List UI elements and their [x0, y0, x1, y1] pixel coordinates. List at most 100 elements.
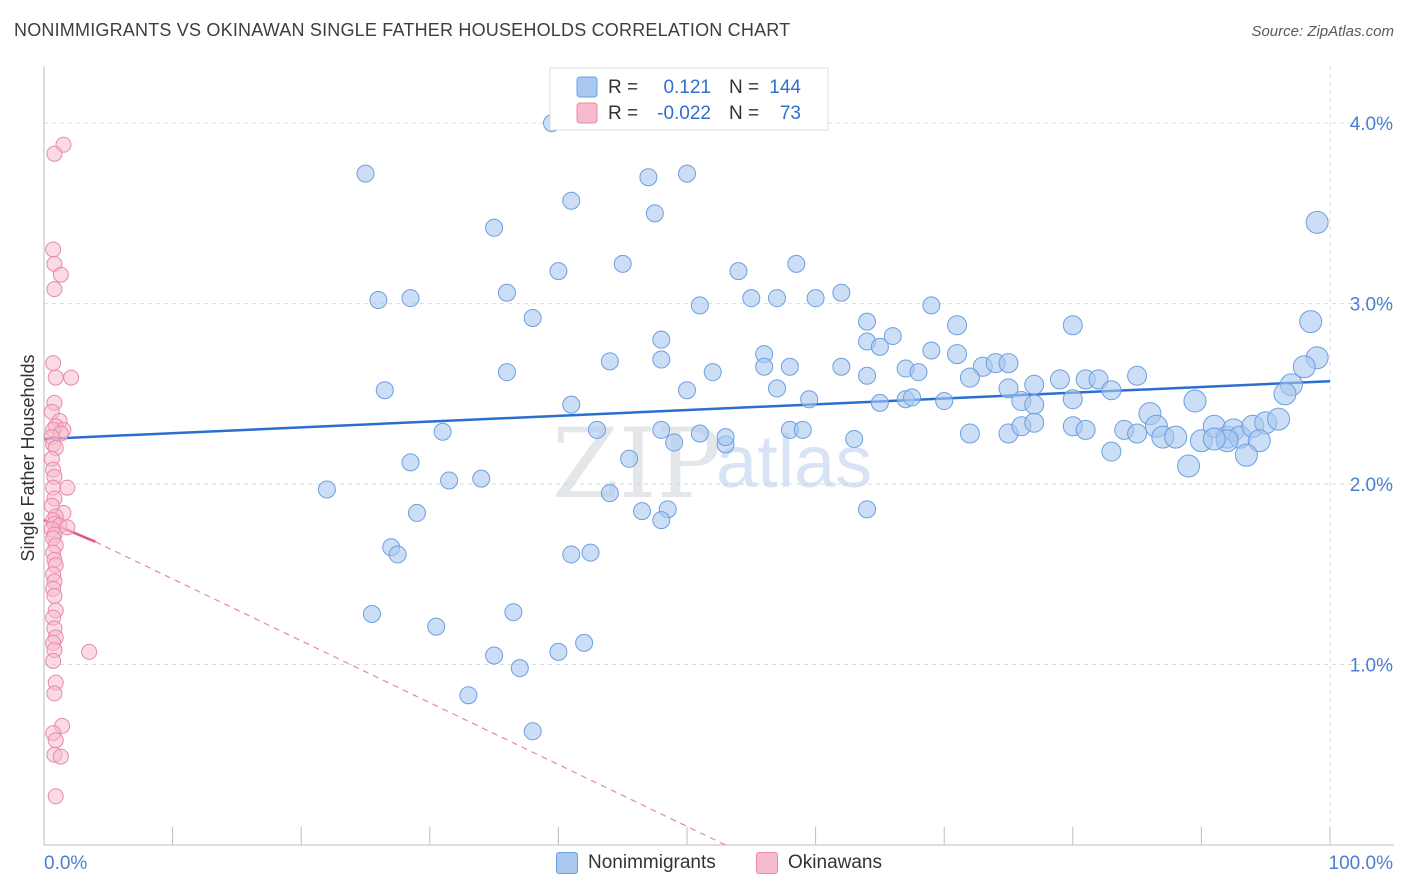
nonimmigrants-point: [947, 315, 968, 336]
nonimmigrants-point: [433, 422, 452, 441]
nonimmigrants-point: [903, 388, 922, 407]
okinawans-point: [52, 748, 69, 765]
y-tick-label: 1.0%: [1350, 656, 1393, 677]
legend-r-label-2: R =: [608, 103, 638, 124]
nonimmigrants-point: [1024, 374, 1045, 395]
nonimmigrants-point: [581, 543, 600, 562]
nonimmigrants-point: [1062, 315, 1083, 336]
legend-n-value-2: 73: [780, 103, 801, 124]
nonimmigrants-point: [632, 502, 651, 521]
nonimmigrants-point: [678, 381, 696, 400]
nonimmigrants-point: [485, 218, 504, 237]
okinawans-point: [46, 145, 63, 162]
legend-item-nonimmigrants[interactable]: Nonimmigrants: [556, 852, 716, 874]
nonimmigrants-point: [742, 289, 761, 308]
legend-label-okinawans: Okinawans: [788, 852, 882, 873]
nonimmigrants-point: [1292, 355, 1316, 379]
nonimmigrants-point: [485, 646, 504, 665]
nonimmigrants-point: [407, 503, 426, 522]
nonimmigrants-point: [362, 604, 381, 623]
legend-item-okinawans[interactable]: Okinawans: [756, 852, 882, 874]
nonimmigrants-point: [401, 453, 420, 472]
nonimmigrants-point: [858, 366, 877, 385]
nonimmigrants-point: [613, 254, 632, 273]
okinawans-point: [81, 643, 98, 660]
nonimmigrants-point: [575, 633, 594, 652]
nonimmigrants-point: [959, 423, 980, 444]
legend-n-label-1: N =: [729, 77, 759, 98]
okinawans-point: [46, 587, 63, 604]
nonimmigrants-point: [652, 420, 671, 439]
nonimmigrants-point: [922, 296, 941, 315]
legend-n-value-1: 144: [769, 77, 801, 98]
nonimmigrants-point: [1127, 423, 1148, 444]
nonimmigrants-point: [472, 469, 491, 488]
nonimmigrants-point: [652, 511, 671, 530]
okinawans-point: [46, 685, 63, 702]
nonimmigrants-point: [716, 428, 735, 447]
nonimmigrants-point: [620, 449, 639, 468]
nonimmigrants-point: [1202, 427, 1226, 451]
y-tick-label: 3.0%: [1350, 295, 1393, 316]
nonimmigrants-point: [1024, 394, 1045, 415]
nonimmigrants-points: [317, 114, 1329, 741]
nonimmigrants-point: [401, 289, 420, 308]
nonimmigrants-point: [793, 420, 812, 439]
y-tick-label: 2.0%: [1350, 475, 1393, 496]
nonimmigrants-point: [369, 290, 388, 309]
nonimmigrants-point: [356, 164, 375, 183]
nonimmigrants-point: [523, 722, 542, 741]
legend-label-nonimmigrants: Nonimmigrants: [588, 852, 716, 873]
nonimmigrants-point: [587, 420, 606, 439]
okinawans-points: [43, 136, 98, 805]
y-axis-label-group: Single Father Households: [18, 354, 38, 561]
nonimmigrants-point: [870, 393, 889, 412]
okinawans-swatch: [576, 102, 598, 124]
nonimmigrants-point: [787, 254, 806, 273]
okinawans-point: [45, 241, 62, 258]
nonimmigrants-point: [1299, 310, 1323, 334]
nonimmigrants-point: [858, 500, 877, 519]
nonimmigrants-point: [1101, 380, 1122, 401]
nonimmigrants-point: [909, 363, 928, 382]
nonimmigrants-point: [317, 480, 336, 499]
chart-title: NONIMMIGRANTS VS OKINAWAN SINGLE FATHER …: [14, 20, 791, 40]
nonimmigrants-point: [998, 378, 1019, 399]
tick-labels: 1.0% 2.0% 3.0% 4.0% 0.0% 100.0%: [44, 114, 1393, 874]
source-label: Source: ZipAtlas.com: [1251, 23, 1394, 40]
nonimmigrants-point: [729, 262, 748, 281]
nonimmigrants-point: [504, 603, 523, 622]
nonimmigrants-point: [690, 296, 709, 315]
legend-n-label-2: N =: [729, 103, 759, 124]
nonimmigrants-point: [549, 642, 568, 661]
series-legend: Nonimmigrants Okinawans: [0, 848, 1406, 882]
legend-r-label-1: R =: [608, 77, 638, 98]
nonimmigrants-point: [562, 545, 581, 564]
nonimmigrants-point: [998, 353, 1019, 374]
legend-r-value-1: 0.121: [663, 77, 711, 98]
nonimmigrants-point: [1024, 412, 1045, 433]
nonimmigrants-point: [375, 381, 394, 400]
axes: [43, 66, 1394, 846]
nonimmigrants-point: [1088, 369, 1109, 390]
nonimmigrants-point: [947, 344, 968, 365]
okinawans-point: [63, 369, 80, 386]
nonimmigrants-point: [935, 392, 954, 411]
nonimmigrants-point: [768, 289, 787, 308]
x-tick-label-max: 100.0%: [1329, 853, 1394, 874]
nonimmigrants-point: [497, 283, 516, 302]
nonimmigrants-point: [523, 309, 542, 328]
okinawans-trend-extension: [95, 541, 726, 846]
nonimmigrants-point: [600, 352, 619, 371]
legend-swatch-blue: [556, 852, 578, 874]
nonimmigrants-point: [1183, 389, 1207, 413]
nonimmigrants-point: [806, 289, 825, 308]
nonimmigrants-point: [678, 164, 696, 183]
nonimmigrants-point: [1075, 419, 1096, 440]
nonimmigrants-point: [832, 283, 851, 302]
nonimmigrants-point: [1305, 210, 1329, 234]
stats-legend: R = 0.121 N = 144 R = -0.022 N = 73: [549, 67, 829, 131]
okinawans-point: [59, 519, 76, 536]
okinawans-point: [45, 355, 62, 372]
okinawans-point: [59, 479, 76, 496]
